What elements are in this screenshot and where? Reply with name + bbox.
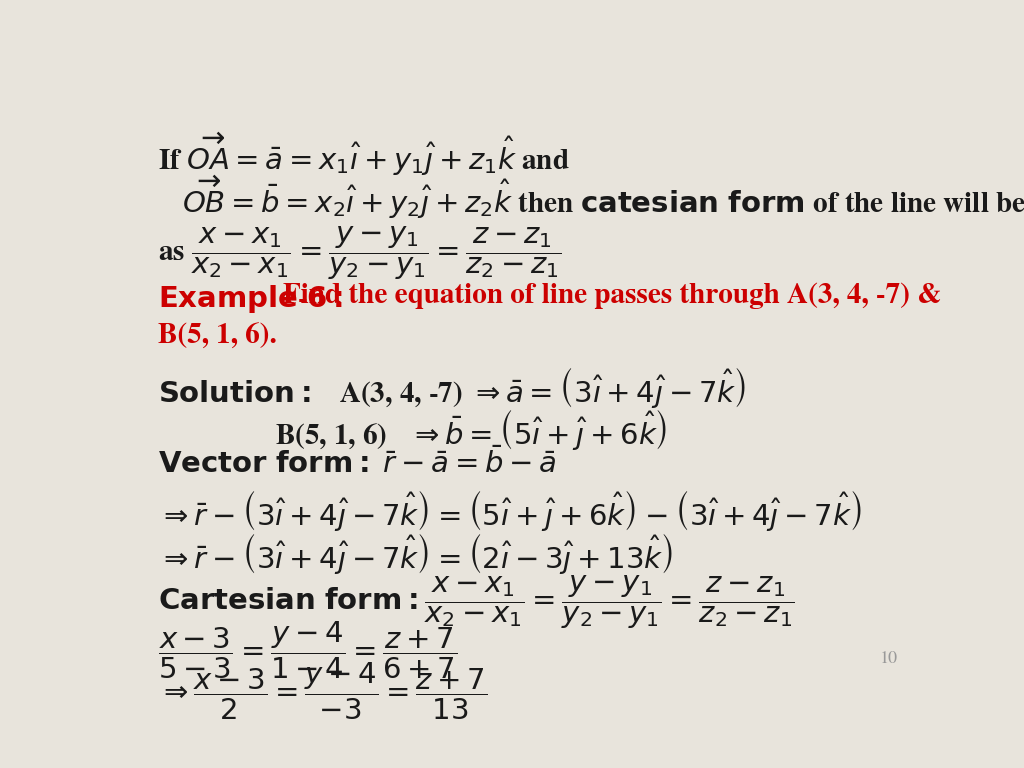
Text: B(5, 1, 6).: B(5, 1, 6). [158,324,276,350]
Text: as $\dfrac{x-x_1}{x_2-x_1} = \dfrac{y-y_1}{y_2-y_1} = \dfrac{z-z_1}{z_2-z_1}$: as $\dfrac{x-x_1}{x_2-x_1} = \dfrac{y-y_… [158,225,561,283]
Text: $\mathbf{Solution:}$   A(3, 4, -7) $\Rightarrow \bar{a} = \left(3\hat{\imath} + : $\mathbf{Solution:}$ A(3, 4, -7) $\Right… [158,366,746,410]
Text: $\Rightarrow \bar{r} - \left(3\hat{\imath} + 4\hat{\jmath} - 7\hat{k}\right) = \: $\Rightarrow \bar{r} - \left(3\hat{\imat… [158,488,862,533]
Text: $\mathbf{Vector\ form:}$ $\bar{r} - \bar{a} = \bar{b} - \bar{a}$: $\mathbf{Vector\ form:}$ $\bar{r} - \bar… [158,447,557,478]
Text: $\mathbf{Cartesian\ form:}$$\dfrac{x-x_1}{x_2-x_1} = \dfrac{y-y_1}{y_2-y_1} = \d: $\mathbf{Cartesian\ form:}$$\dfrac{x-x_1… [158,574,795,631]
Text: $\overrightarrow{OB} = \bar{b} = x_2\hat{\imath} + y_2\hat{\jmath} + z_2\hat{k}$: $\overrightarrow{OB} = \bar{b} = x_2\hat… [182,174,1024,221]
Text: $\Rightarrow\dfrac{x-3}{2} = \dfrac{y-4}{-3} = \dfrac{z+7}{13}$: $\Rightarrow\dfrac{x-3}{2} = \dfrac{y-4}… [158,661,487,722]
Text: Find the equation of line passes through A(3, 4, -7) &: Find the equation of line passes through… [283,283,941,309]
Text: B(5, 1, 6)   $\Rightarrow \bar{b} = \left(5\hat{\imath} + \hat{\jmath} + 6\hat{k: B(5, 1, 6) $\Rightarrow \bar{b} = \left(… [274,407,668,452]
Text: $\dfrac{x-3}{5-3} = \dfrac{y-4}{1-4} = \dfrac{z+7}{6+7}$: $\dfrac{x-3}{5-3} = \dfrac{y-4}{1-4} = \… [158,620,458,680]
Text: $\mathbf{Example}$-$\mathbf{6:}$: $\mathbf{Example}$-$\mathbf{6:}$ [158,283,343,315]
Text: 10: 10 [880,651,898,667]
Text: If $\overrightarrow{OA} = \bar{a} = x_1\hat{\imath} + y_1\hat{\jmath} + z_1\hat{: If $\overrightarrow{OA} = \bar{a} = x_1\… [158,131,570,177]
Text: $\Rightarrow\bar{r} - \left(3\hat{\imath} + 4\hat{\jmath} - 7\hat{k}\right) = \l: $\Rightarrow\bar{r} - \left(3\hat{\imath… [158,531,673,576]
